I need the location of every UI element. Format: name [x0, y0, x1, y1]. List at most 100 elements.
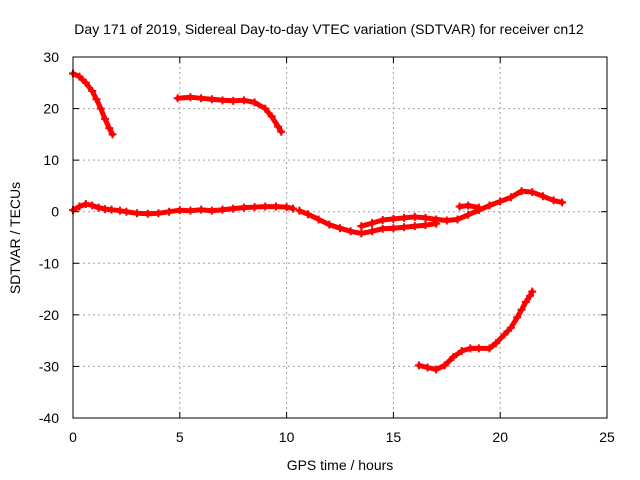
data-point — [186, 206, 195, 215]
data-point — [107, 205, 116, 214]
data-point — [261, 202, 270, 211]
data-point — [325, 220, 334, 229]
data-point — [122, 207, 131, 216]
y-tick-label: -30 — [39, 358, 59, 374]
data-point — [143, 209, 152, 218]
data-point — [88, 87, 97, 96]
y-tick-label: 30 — [43, 49, 59, 65]
data-point — [154, 209, 163, 218]
data-point — [267, 112, 276, 121]
data-point — [175, 206, 184, 215]
data-point — [75, 72, 84, 81]
chart-title: Day 171 of 2019, Sidereal Day-to-day VTE… — [74, 21, 584, 37]
data-point — [485, 201, 494, 210]
plot-frame — [72, 56, 608, 419]
data-point — [432, 215, 441, 224]
data-point — [239, 203, 248, 212]
data-point — [389, 214, 398, 223]
data-point — [282, 203, 291, 212]
data-point — [453, 215, 462, 224]
y-axis-label: SDTVAR / TECUs — [7, 182, 23, 294]
data-point — [558, 198, 567, 207]
x-tick-label: 15 — [386, 429, 402, 445]
x-tick-label: 0 — [69, 429, 77, 445]
data-point — [378, 224, 387, 233]
y-tick-label: -20 — [39, 307, 59, 323]
data-point — [506, 193, 515, 202]
data-point — [88, 201, 97, 210]
data-point — [517, 305, 526, 314]
data-point — [165, 207, 174, 216]
data-point — [197, 94, 206, 103]
data-point — [496, 197, 505, 206]
x-tick-label: 25 — [599, 429, 615, 445]
data-point — [336, 224, 344, 233]
data-point — [229, 96, 238, 105]
data-point — [277, 127, 286, 136]
data-point — [303, 210, 312, 219]
data-point — [261, 104, 270, 113]
data-point — [474, 344, 483, 353]
data-point — [96, 104, 105, 113]
data-point — [455, 202, 464, 211]
data-point — [250, 98, 259, 107]
data-point — [421, 221, 430, 230]
data-point — [432, 365, 441, 374]
data-point — [105, 124, 114, 133]
data-point — [400, 213, 409, 222]
data-point — [526, 291, 535, 300]
data-point — [173, 94, 182, 103]
data-point — [368, 219, 377, 228]
data-point — [218, 96, 227, 105]
data-point — [186, 93, 195, 102]
data-point — [440, 361, 449, 370]
data-point — [423, 363, 432, 372]
data-point — [442, 216, 451, 225]
data-point — [528, 287, 537, 296]
y-tick-label: -10 — [39, 255, 59, 271]
data-point — [295, 206, 304, 215]
ticks: 0 5 10 15 20 25 -40 -30 -20 -10 0 10 20 30 — [39, 49, 615, 445]
y-tick-label: 0 — [51, 204, 59, 220]
data-point — [92, 95, 101, 104]
data-point — [357, 229, 366, 238]
data-point — [464, 201, 473, 210]
data-point — [94, 203, 103, 212]
data-point — [357, 222, 366, 231]
data-point — [415, 361, 424, 370]
data-point — [207, 206, 216, 215]
data-point — [197, 205, 206, 214]
data-point — [274, 122, 283, 131]
data-point — [271, 202, 280, 211]
y-tick-label: 20 — [43, 101, 59, 117]
data-point — [410, 212, 419, 221]
data-point — [421, 213, 430, 222]
data-point — [207, 95, 216, 104]
data-point — [108, 130, 117, 139]
data-point — [457, 346, 466, 355]
data-point — [491, 339, 500, 348]
data-point — [513, 313, 522, 322]
data-point — [289, 204, 298, 213]
data-point — [528, 188, 537, 197]
data-point — [506, 323, 515, 332]
data-point — [378, 215, 387, 224]
data-point — [517, 187, 526, 196]
data-point — [115, 206, 124, 215]
data-point — [549, 196, 558, 205]
data-point — [521, 297, 530, 306]
data-point — [346, 227, 355, 236]
data-point — [466, 344, 475, 353]
data-point — [239, 96, 248, 105]
data-point — [389, 224, 398, 233]
data-point — [81, 78, 90, 87]
data-point — [485, 344, 494, 353]
data-point — [133, 209, 142, 218]
y-tick-label: -40 — [39, 410, 59, 426]
x-tick-label: 20 — [492, 429, 508, 445]
data-point — [314, 215, 323, 224]
data-point — [400, 223, 409, 232]
x-tick-label: 5 — [176, 429, 184, 445]
